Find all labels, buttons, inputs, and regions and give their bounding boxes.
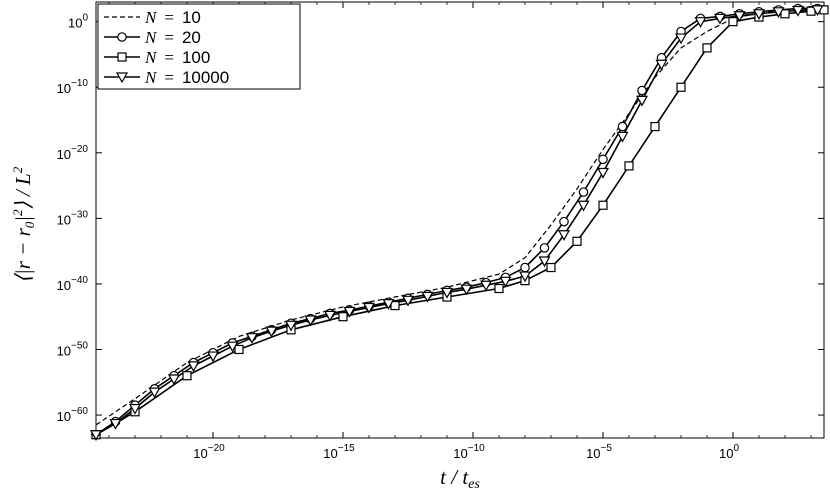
series-3-point [733,11,746,23]
series-3-point [616,131,629,143]
series-3-point [694,17,707,28]
legend-marker-3 [115,72,129,84]
x-tick-labels: 10−20 10−15 10−10 10−5 100 [193,443,739,461]
series-3-point [440,287,454,299]
series-3-point [518,271,532,283]
series-markers [89,3,829,441]
x-tick-label: 10−5 [586,443,612,461]
series-3-point [538,256,551,268]
series-3-point [499,276,512,288]
x-tick-label: 10−20 [193,443,225,461]
series-2-point [546,262,556,273]
series-3-point [421,291,434,303]
series-3-point [187,361,200,373]
series-3-point [206,351,220,363]
series-3-point [226,341,239,353]
legend-label-2: N = 100 [144,48,210,67]
series-2-point [624,161,634,171]
series-2-point [182,371,192,381]
series-3-point [148,387,161,399]
series-2-point [572,236,582,246]
series-3-point [655,59,668,71]
series-3-point [577,200,590,212]
series-1-point [559,216,569,227]
series-3-point [674,33,688,45]
legend-marker-1 [117,32,127,42]
series-2-point [728,17,738,27]
series-3-point [343,306,356,318]
series-2-point [598,200,608,210]
series-3-point [460,284,473,296]
series-1-point [539,243,550,253]
series-3-point [128,403,142,415]
series-3-point [304,315,317,327]
series-2-point [234,344,244,355]
series-1-point [637,85,647,96]
series-3-point [362,302,376,314]
series-line-2 [95,9,825,436]
series-3-point [811,5,824,17]
series-2-point [650,121,660,132]
series-3-point [167,374,181,386]
series-2-point [780,9,790,19]
series-2-point [494,283,504,294]
legend-label-1: N = 20 [144,28,201,47]
series-3-point [596,167,610,179]
series-1-point [617,121,628,132]
y-axis-title: ⟨|r − r0|2⟩ / L2 [10,166,37,283]
series-3-point [479,280,493,292]
series-3-point [284,320,298,332]
y-tick-label: 10−30 [57,209,89,227]
series-3-point [245,333,259,344]
series-3-point [323,310,337,322]
y-tick-label: 10−20 [57,144,89,162]
x-tick-label: 10−10 [453,443,485,461]
series-3-point [791,5,805,17]
x-tick-label: 10−15 [323,443,355,461]
legend-label-3: N = 10000 [144,68,229,87]
y-tick-label: 10−10 [57,78,89,96]
series-3-point [557,230,571,241]
legend-box [97,3,301,90]
series-3-point [89,430,103,441]
series-3-point [265,326,278,338]
series-1-point [520,262,530,273]
legend-label-0: N = 10 [144,8,201,27]
y-tick-label: 10−50 [57,340,89,358]
series-3-point [713,13,727,25]
series-1-point [598,154,608,165]
series-3-point [635,95,649,107]
x-axis-title: t / tes [440,465,480,491]
series-3-point [752,9,766,21]
series-3-point [382,298,395,310]
series-2-point [676,82,686,92]
x-tick-label: 100 [719,443,739,461]
y-tick-labels: 10−60 10−50 10−40 10−30 10−20 10−10 100 [57,13,89,424]
series-2-point [338,312,348,322]
series-3-point [772,7,785,19]
series-2-point [702,43,712,53]
series-2-point [390,300,400,311]
y-tick-label: 10−40 [57,275,89,293]
series-1-point [578,187,589,197]
y-tick-label: 10−60 [57,406,89,424]
series-3-point [109,418,122,430]
y-tick-label: 100 [68,13,88,31]
series-3-point [401,295,415,307]
legend-marker-2 [117,52,127,62]
